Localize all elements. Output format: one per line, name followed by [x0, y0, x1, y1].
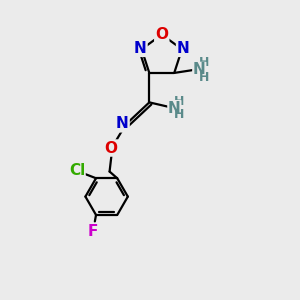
Text: N: N	[116, 116, 129, 131]
Text: H: H	[199, 71, 209, 84]
Text: H: H	[174, 108, 184, 121]
Text: N: N	[168, 101, 181, 116]
Text: F: F	[88, 224, 98, 238]
Text: N: N	[134, 41, 146, 56]
Text: O: O	[155, 27, 168, 42]
Text: Cl: Cl	[69, 164, 85, 178]
Text: O: O	[104, 140, 118, 155]
Text: N: N	[193, 62, 206, 77]
Text: H: H	[199, 56, 209, 69]
Text: N: N	[177, 41, 190, 56]
Text: H: H	[174, 95, 184, 108]
